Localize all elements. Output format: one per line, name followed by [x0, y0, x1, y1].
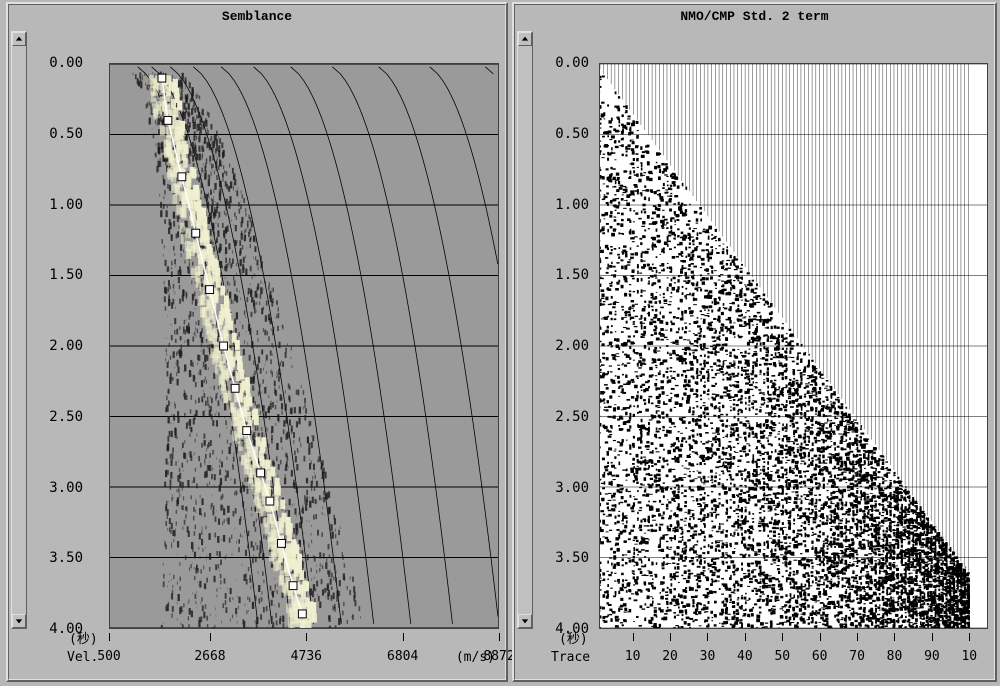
chevron-down-icon [521, 617, 529, 625]
ytick: 0.50 [555, 126, 589, 142]
xtick: 6804 [387, 649, 418, 664]
xtick: 40 [737, 649, 753, 664]
left-scrollbar[interactable] [11, 31, 27, 629]
ytick: 1.50 [49, 267, 83, 283]
ytick: 3.50 [555, 550, 589, 566]
ytick: 0.50 [49, 126, 83, 142]
xtick: 70 [849, 649, 865, 664]
xtick: 30 [700, 649, 716, 664]
semblance-xaxis: 5002668473668048872 [109, 633, 499, 673]
xtick: 80 [887, 649, 903, 664]
xtick: 20 [662, 649, 678, 664]
xtick: 2668 [194, 649, 225, 664]
semblance-panel-inner: Semblance 0.00 0.50 1.00 1.50 2.00 2.50 3.00 3.… [8, 4, 506, 680]
nmo-yunit: (秒) [559, 628, 588, 647]
right-scrollbar[interactable] [517, 31, 533, 629]
ytick: 0.00 [49, 55, 83, 71]
xtick: 60 [812, 649, 828, 664]
ytick: 2.00 [555, 338, 589, 354]
ytick: 2.50 [49, 409, 83, 425]
semblance-xunit: (m/s) [456, 650, 495, 665]
semblance-title: Semblance [9, 5, 505, 29]
ytick: 3.00 [49, 480, 83, 496]
xtick: 4736 [291, 649, 322, 664]
semblance-svg [110, 64, 498, 628]
nmo-panel-inner: NMO/CMP Std. 2 term 0.00 0.50 1.00 1.50 2.00… [514, 4, 995, 680]
scroll-up-button[interactable] [518, 32, 532, 46]
semblance-yaxis: 0.000.501.001.502.002.503.003.504.00 [27, 63, 87, 629]
scroll-down-button[interactable] [12, 614, 26, 628]
nmo-xlabel: Trace [551, 650, 590, 665]
semblance-plot[interactable] [109, 63, 499, 629]
nmo-title: NMO/CMP Std. 2 term [515, 5, 994, 29]
chevron-up-icon [15, 35, 23, 43]
ytick: 1.00 [49, 197, 83, 213]
semblance-xlabel: Vel. [67, 650, 98, 665]
nmo-yaxis: 0.000.501.001.502.002.503.003.504.00 [533, 63, 593, 629]
xtick: 90 [924, 649, 940, 664]
semblance-panel: Semblance 0.00 0.50 1.00 1.50 2.00 2.50 3.00 3.… [6, 2, 508, 682]
xtick: 500 [97, 649, 120, 664]
chevron-down-icon [15, 617, 23, 625]
xtick: 50 [774, 649, 790, 664]
scroll-down-button[interactable] [518, 614, 532, 628]
semblance-yunit: (秒) [69, 628, 98, 647]
ytick: 2.50 [555, 409, 589, 425]
nmo-svg [600, 64, 987, 628]
xtick: 10 [625, 649, 641, 664]
ytick: 1.50 [555, 267, 589, 283]
scroll-up-button[interactable] [12, 32, 26, 46]
nmo-panel: NMO/CMP Std. 2 term 0.00 0.50 1.00 1.50 2.00… [512, 2, 997, 682]
ytick: 2.00 [49, 338, 83, 354]
ytick: 3.50 [49, 550, 83, 566]
xtick: 10 [961, 649, 977, 664]
nmo-xaxis: 10 20 30 40 50 60 70 80 90 10 [599, 633, 988, 673]
ytick: 3.00 [555, 480, 589, 496]
ytick: 0.00 [555, 55, 589, 71]
nmo-plot[interactable] [599, 63, 988, 629]
ytick: 1.00 [555, 197, 589, 213]
chevron-up-icon [521, 35, 529, 43]
